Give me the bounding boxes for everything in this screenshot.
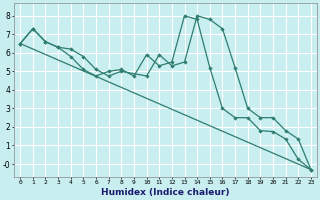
X-axis label: Humidex (Indice chaleur): Humidex (Indice chaleur)	[101, 188, 230, 197]
